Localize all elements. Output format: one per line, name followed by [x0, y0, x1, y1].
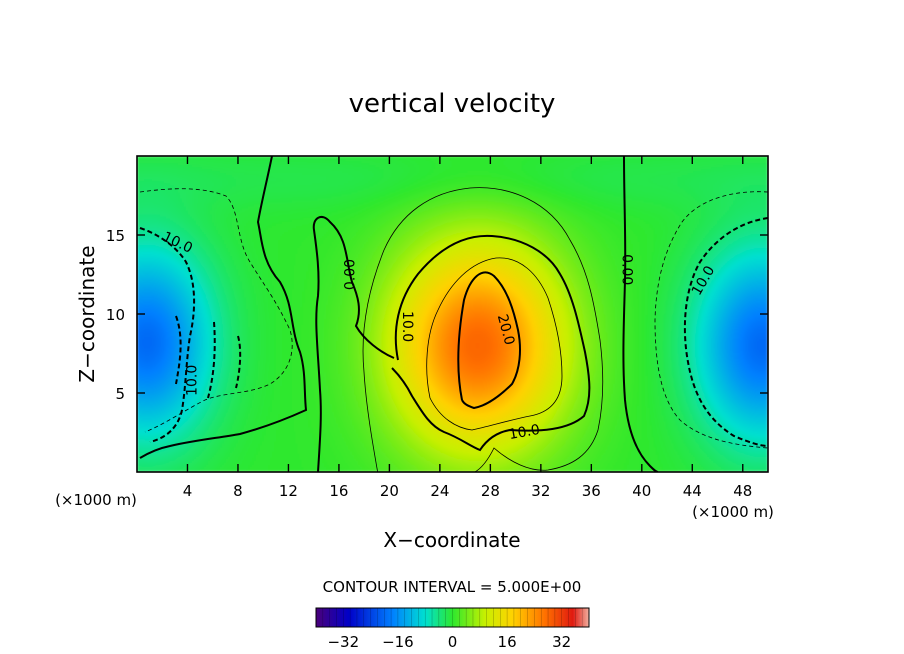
x-unit-left: (×1000 m) [55, 491, 137, 509]
y-tick-label: 10 [106, 306, 125, 324]
colorbar-tick-label: −16 [382, 633, 414, 651]
contour-zero-center-left [312, 215, 395, 472]
x-tick-label: 8 [233, 482, 243, 500]
x-tick-label: 36 [582, 482, 601, 500]
x-tick-label: 4 [183, 482, 193, 500]
x-tick-label: 24 [430, 482, 449, 500]
contour-zero-right [622, 156, 659, 472]
contour-zero-left [139, 156, 308, 459]
x-tick-label: 32 [531, 482, 550, 500]
x-axis-label: X−coordinate [383, 528, 520, 552]
x-tick-label: 12 [279, 482, 298, 500]
y-tick-label: 15 [106, 227, 125, 245]
x-unit-right: (×1000 m) [692, 503, 774, 521]
contour-label: 10.0 [508, 422, 541, 443]
contour-neg5-right [654, 191, 768, 449]
colorbar-ticks: −32 −16 0 16 32 [315, 608, 590, 651]
contour-interval: CONTOUR INTERVAL = 5.000E+00 [323, 578, 582, 596]
contour-5 [362, 187, 604, 472]
x-tick-label: 28 [481, 482, 500, 500]
colorbar [315, 607, 590, 628]
contour-label: 0.00 [342, 259, 358, 290]
y-axis-ticks: 5 10 15 [106, 227, 768, 403]
contour-20 [457, 271, 521, 410]
contour-label: 10.0 [399, 311, 415, 342]
contour-label: 10.0 [185, 365, 201, 396]
contour-15 [426, 257, 563, 431]
colorbar-tick-label: 16 [498, 633, 517, 651]
colorbar-tick-label: 0 [448, 633, 458, 651]
contour-label: 20.0 [494, 313, 518, 347]
contour-neg10-right [683, 217, 768, 447]
x-tick-label: 44 [683, 482, 702, 500]
y-axis-label: Z−coordinate [75, 245, 99, 382]
x-axis-ticks: 4 8 12 16 20 24 28 32 36 40 44 48 [183, 156, 752, 500]
contour-label: 0.00 [619, 254, 635, 285]
colorbar-tick-label: 32 [552, 633, 571, 651]
chart-title: vertical velocity [349, 89, 556, 119]
contour-neg5-left [139, 188, 293, 433]
contour-neg10-left-b [175, 315, 242, 399]
x-tick-label: 48 [733, 482, 752, 500]
heatmap-field [137, 156, 768, 472]
contour-lines [139, 156, 768, 472]
x-tick-label: 16 [329, 482, 348, 500]
x-tick-label: 20 [380, 482, 399, 500]
x-tick-label: 40 [632, 482, 651, 500]
contour-10 [391, 234, 591, 452]
colorbar-tick-label: −32 [327, 633, 359, 651]
y-tick-label: 5 [115, 385, 125, 403]
contour-neg10-left [139, 227, 196, 443]
